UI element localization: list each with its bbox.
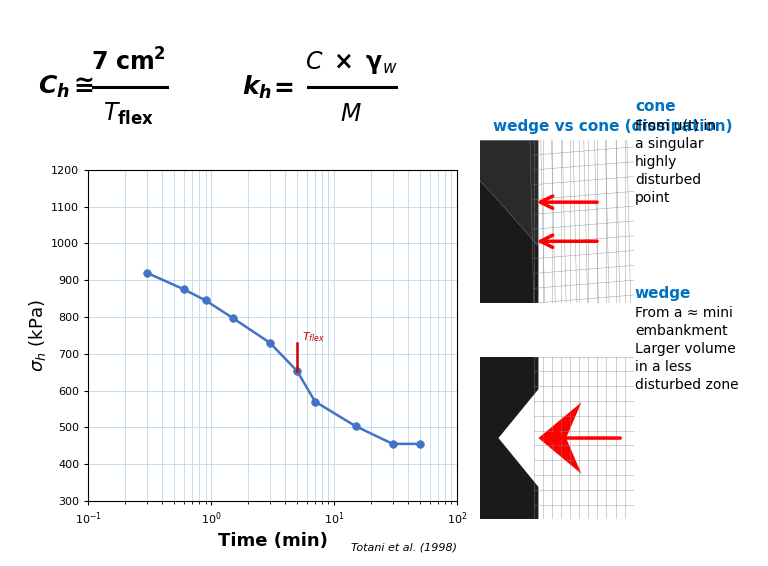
Text: Larger volume: Larger volume <box>635 342 736 356</box>
Text: point: point <box>635 191 670 205</box>
Text: $\bfit{C}_{\bfit{h}}$: $\bfit{C}_{\bfit{h}}$ <box>38 74 71 100</box>
Text: $\mathbf{\mathit{T}_{flex}}$: $\mathbf{\mathit{T}_{flex}}$ <box>103 101 154 127</box>
Text: in a less: in a less <box>635 360 691 374</box>
Text: From u(t) in: From u(t) in <box>635 119 716 133</box>
Text: From a ≈ mini: From a ≈ mini <box>635 306 733 320</box>
Text: coefficient consolidation: coefficient consolidation <box>384 70 750 96</box>
Text: disturbed: disturbed <box>635 173 701 187</box>
Polygon shape <box>538 402 581 474</box>
Text: $\mathbf{\mathit{C}\ \times\ \gamma_{\mathit{w}}}$: $\mathbf{\mathit{C}\ \times\ \gamma_{\ma… <box>305 49 397 76</box>
Polygon shape <box>480 357 538 520</box>
Polygon shape <box>480 140 538 246</box>
Text: cone: cone <box>635 99 676 114</box>
Text: Dissipation test in cohesive soils: Dissipation test in cohesive soils <box>127 14 641 42</box>
Text: disturbed zone: disturbed zone <box>635 378 739 392</box>
Polygon shape <box>480 181 538 303</box>
Text: $\bfit{k}_{\bfit{h}}$: $\bfit{k}_{\bfit{h}}$ <box>241 74 272 101</box>
Text: estimate: estimate <box>243 70 384 96</box>
Y-axis label: $\sigma_h\ \mathrm{(kPa)}$: $\sigma_h\ \mathrm{(kPa)}$ <box>28 299 48 372</box>
Text: $T_{flex}$: $T_{flex}$ <box>302 330 326 344</box>
Text: a singular: a singular <box>635 137 703 151</box>
Text: embankment: embankment <box>635 324 727 338</box>
Text: highly: highly <box>635 155 677 169</box>
Text: &: & <box>631 70 673 96</box>
Text: $\mathbf{\mathit{M}}$: $\mathbf{\mathit{M}}$ <box>340 102 362 126</box>
X-axis label: Time (min): Time (min) <box>217 532 328 550</box>
Text: permeability: permeability <box>654 70 768 96</box>
Text: Totani et al. (1998): Totani et al. (1998) <box>351 542 457 552</box>
Text: $\mathbf{7\ cm^2}$: $\mathbf{7\ cm^2}$ <box>91 49 166 76</box>
Text: $\bfit{\cong}$: $\bfit{\cong}$ <box>69 73 94 97</box>
Text: $\mathbf{=}$: $\mathbf{=}$ <box>269 75 294 99</box>
Text: wedge: wedge <box>635 286 691 301</box>
Text: wedge vs cone (dissipation): wedge vs cone (dissipation) <box>493 119 733 134</box>
